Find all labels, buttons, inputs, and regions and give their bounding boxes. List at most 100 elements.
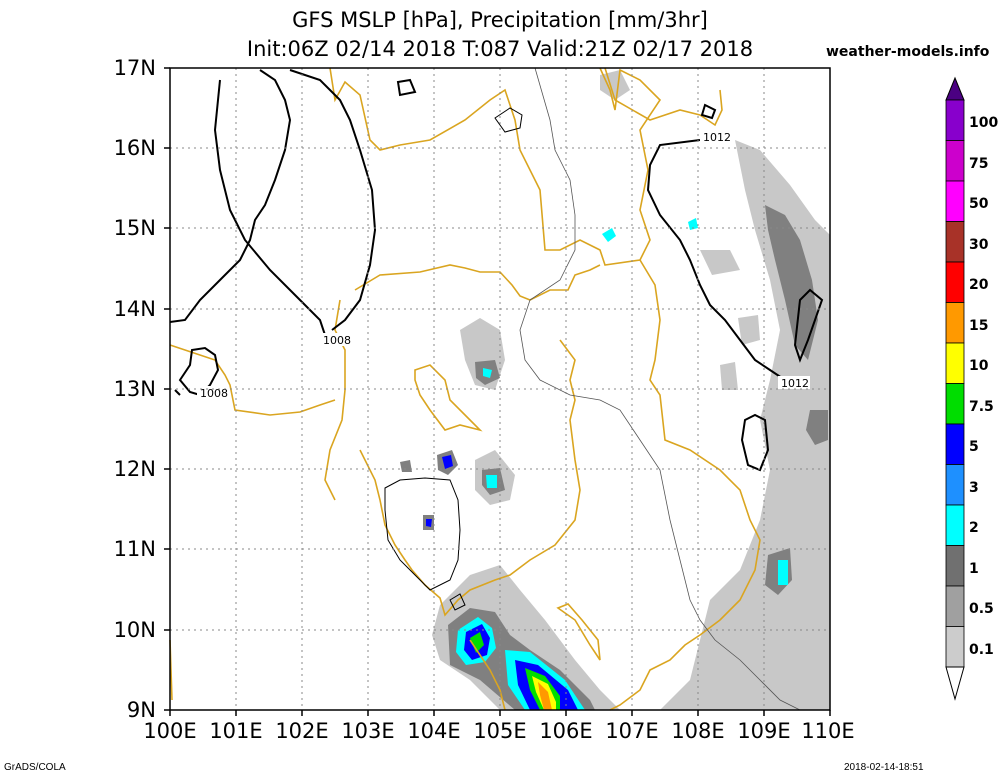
lon-label-104e: 104E — [407, 719, 461, 743]
colorbar-swatch — [945, 464, 965, 506]
colorbar-label: 75 — [969, 155, 989, 172]
colorbar-bottom-arrow — [945, 666, 965, 701]
precip-cell-9 — [738, 315, 760, 345]
lat-label-11n: 11N — [113, 537, 156, 561]
precip-shading — [400, 70, 830, 710]
lon-label-106e: 106E — [539, 719, 593, 743]
ticks — [164, 67, 831, 716]
lon-label-108e: 108E — [671, 719, 725, 743]
lon-label-103e: 103E — [341, 719, 395, 743]
isobar-coast — [793, 288, 824, 363]
coast-mekong-2 — [469, 639, 506, 711]
map-subtitle: Init:06Z 02/14 2018 T:087 Valid:21Z 02/1… — [246, 37, 754, 61]
colorbar-swatch — [945, 302, 965, 344]
lon-label-109e: 109E — [737, 719, 791, 743]
colorbar-swatch — [945, 626, 965, 668]
precip-cell-4-blue — [426, 519, 432, 527]
colorbar-swatch — [945, 261, 965, 303]
lake-tonle-sap — [414, 364, 483, 432]
lat-label-12n: 12N — [113, 457, 156, 481]
lat-label-9n: 9N — [126, 698, 156, 722]
colorbar-label: 7.5 — [969, 398, 994, 415]
precip-cell-5 — [602, 228, 616, 242]
colorbar-swatch — [945, 221, 965, 263]
border-path-5 — [169, 344, 336, 416]
colorbar-label: 0.1 — [969, 641, 994, 658]
isobar-small — [396, 78, 717, 120]
coast-vietnam — [609, 259, 761, 711]
isobar-thin-2 — [384, 477, 461, 591]
lon-label-101e: 101E — [209, 719, 263, 743]
precip-area-south-orange — [538, 682, 552, 710]
site-credit: weather-models.info — [826, 44, 990, 60]
colorbar-label: 5 — [969, 439, 979, 456]
precip-area-coast-dark2 — [806, 410, 828, 445]
isobar-1008-b — [174, 346, 220, 397]
river-mekong — [519, 67, 801, 711]
lon-label-100e: 100E — [143, 719, 197, 743]
colorbar — [945, 76, 965, 701]
precip-cell-10 — [720, 362, 738, 390]
lat-label-13n: 13N — [113, 377, 156, 401]
lat-label-16n: 16N — [113, 136, 156, 160]
lat-label-10n: 10N — [113, 618, 156, 642]
colorbar-swatch — [945, 585, 965, 627]
coast-mekong-1 — [556, 603, 601, 661]
colorbar-swatch — [945, 423, 965, 465]
border-path-1 — [329, 67, 662, 266]
precip-cell-1-cyan — [483, 368, 492, 378]
isobar-1012-a — [646, 139, 786, 381]
lat-label-14n: 14N — [113, 297, 156, 321]
isobar-label-3: 1012 — [703, 131, 731, 144]
footer-credit: GrADS/COLA — [4, 762, 66, 773]
precip-cell-11 — [700, 250, 740, 275]
colorbar-label: 10 — [969, 358, 989, 375]
colorbar-label: 15 — [969, 317, 989, 334]
colorbar-label: 100 — [969, 115, 999, 132]
precip-cell-6 — [688, 218, 698, 230]
isobars-thin — [384, 107, 523, 611]
border-path-3 — [354, 264, 601, 301]
isobar-thin-1 — [494, 107, 523, 133]
precip-cell-3-blue — [442, 455, 453, 469]
colorbar-swatch — [945, 383, 965, 425]
precip-area-coast-dark — [765, 205, 818, 360]
colorbar-label: 0.5 — [969, 601, 994, 618]
footer-timestamp: 2018-02-14-18:51 — [844, 762, 924, 773]
colorbar-label: 50 — [969, 196, 989, 213]
colorbar-swatch — [945, 99, 965, 141]
lon-label-102e: 102E — [275, 719, 329, 743]
colorbar-swatch — [945, 342, 965, 384]
isobars — [169, 69, 824, 472]
lon-label-107e: 107E — [605, 719, 659, 743]
lat-label-17n: 17N — [113, 56, 156, 80]
graticule — [170, 68, 830, 710]
colorbar-label: 3 — [969, 479, 979, 496]
colorbar-swatch — [945, 140, 965, 182]
precip-area-coast-cyan — [778, 560, 788, 585]
precip-cell-8 — [600, 70, 630, 100]
precip-cell-2-cyan — [486, 475, 497, 488]
lon-label-105e: 105E — [473, 719, 527, 743]
precip-cell-7 — [400, 460, 412, 472]
map-title: GFS MSLP [hPa], Precipitation [mm/3hr] — [292, 8, 708, 32]
colorbar-label: 2 — [969, 520, 979, 537]
rivers — [519, 67, 801, 711]
lon-label-110e: 110E — [801, 719, 855, 743]
colorbar-swatch — [945, 504, 965, 546]
border-path-6 — [359, 339, 581, 617]
isobar-thin-3 — [449, 593, 466, 611]
isobar-label-4: 1012 — [781, 377, 809, 390]
colorbar-swatch — [945, 180, 965, 222]
lat-label-15n: 15N — [113, 216, 156, 240]
borders — [169, 67, 761, 711]
colorbar-label: 30 — [969, 236, 989, 253]
colorbar-swatch — [945, 545, 965, 587]
isobar-1008-a — [169, 69, 377, 336]
isobar-1012-b — [740, 413, 770, 472]
isobar-label-1: 1008 — [323, 334, 351, 347]
colorbar-label: 1 — [969, 560, 979, 577]
colorbar-label: 20 — [969, 277, 989, 294]
border-path-2 — [604, 67, 723, 127]
